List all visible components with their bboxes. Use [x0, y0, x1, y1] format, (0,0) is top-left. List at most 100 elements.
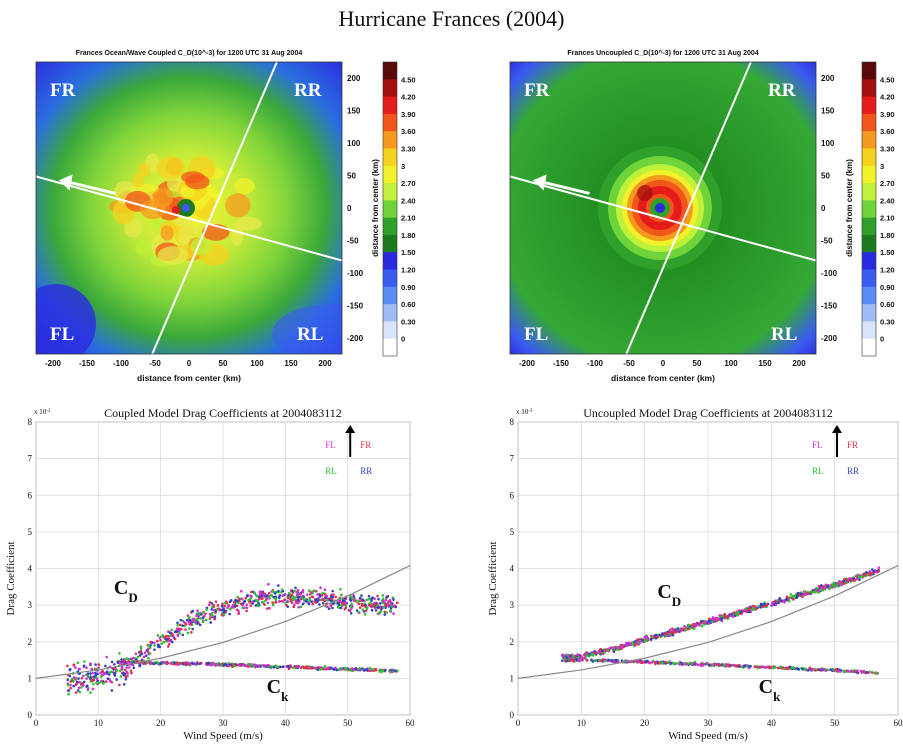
data-point: [385, 596, 388, 599]
data-point: [263, 593, 266, 597]
y-tick-label: 200: [821, 74, 835, 83]
data-point: [349, 669, 353, 672]
data-point: [396, 669, 399, 673]
data-point: [364, 603, 367, 607]
data-point: [113, 663, 116, 666]
data-point: [325, 598, 329, 602]
data-point: [822, 587, 825, 590]
data-point: [314, 589, 318, 593]
x-tick-label: 100: [250, 359, 264, 368]
data-point: [378, 611, 381, 614]
data-point: [788, 665, 792, 669]
data-point: [198, 623, 202, 627]
data-point: [661, 661, 664, 665]
colorbar-swatch: [383, 131, 397, 149]
data-point: [620, 646, 624, 649]
data-point: [177, 663, 180, 667]
data-point: [184, 628, 187, 631]
heatmap-ring: [654, 203, 665, 213]
data-point: [695, 662, 698, 666]
data-point: [292, 603, 296, 607]
data-point: [245, 609, 248, 613]
data-point: [123, 672, 127, 676]
data-point: [700, 624, 704, 628]
x-tick-label: 10: [577, 718, 587, 728]
data-point: [187, 627, 191, 630]
quadrant-label-fl: FL: [524, 324, 548, 345]
data-point: [229, 607, 232, 611]
data-point: [296, 601, 299, 605]
data-point: [167, 642, 171, 646]
data-point: [729, 664, 733, 667]
data-point: [629, 642, 632, 646]
data-point: [95, 681, 98, 684]
data-point: [285, 603, 288, 607]
data-point: [390, 605, 394, 608]
colorbar-swatch: [383, 304, 397, 322]
data-point: [158, 636, 162, 639]
data-point: [362, 669, 366, 672]
data-point: [836, 582, 840, 585]
data-point: [318, 593, 321, 596]
data-point: [78, 690, 82, 694]
data-point: [267, 582, 270, 586]
data-point: [368, 666, 372, 670]
data-point: [201, 610, 205, 614]
colorbar-swatch: [383, 200, 397, 219]
data-point: [104, 664, 107, 668]
data-point: [283, 592, 287, 596]
quadrant-label-rr: RR: [294, 80, 322, 101]
data-point: [236, 599, 239, 603]
data-point: [352, 668, 355, 671]
data-point: [138, 654, 142, 657]
data-point: [191, 609, 195, 613]
data-point: [173, 630, 177, 634]
data-point: [747, 610, 751, 614]
data-point: [690, 661, 694, 665]
data-point: [294, 599, 297, 602]
ck-subscript: k: [773, 689, 781, 704]
data-point: [730, 614, 733, 617]
data-point: [837, 669, 840, 673]
data-point: [89, 691, 92, 694]
data-point: [759, 665, 762, 669]
data-point: [368, 669, 372, 673]
x-tick-label: 50: [343, 718, 353, 728]
data-point: [115, 669, 119, 672]
y-tick-label: 0: [28, 710, 33, 720]
data-point: [91, 671, 94, 675]
data-point: [110, 689, 114, 692]
data-point: [291, 598, 295, 602]
data-point: [72, 680, 75, 683]
data-point: [124, 675, 128, 679]
data-point: [826, 585, 830, 589]
y-axis-label: Drag Coefficient: [5, 541, 17, 615]
data-point: [139, 647, 143, 650]
colorbar: 4.50 4.20 3.90 3.60 3.30 3 2.70 2.40 2.10 1.80 1.5…: [382, 61, 416, 357]
reference-curve: [517, 565, 899, 679]
data-point: [237, 611, 241, 615]
data-point: [748, 607, 751, 611]
x-tick-label: 60: [406, 718, 416, 728]
data-point: [96, 672, 99, 676]
data-point: [687, 623, 691, 627]
data-point: [359, 599, 363, 602]
heatmap-blob: [225, 193, 251, 218]
data-point: [718, 663, 722, 667]
data-point: [759, 602, 763, 606]
quadrant-label-fr: FR: [50, 80, 76, 101]
data-point: [89, 672, 92, 675]
data-point: [301, 589, 305, 592]
data-point: [348, 596, 352, 600]
data-point: [223, 604, 227, 608]
data-point: [727, 664, 731, 668]
motion-arrow-shaft: [540, 180, 590, 195]
data-point: [142, 655, 146, 659]
data-point: [184, 622, 188, 626]
data-point: [266, 664, 269, 667]
data-point: [323, 665, 327, 668]
data-point: [176, 634, 180, 638]
data-point: [370, 608, 374, 612]
data-point: [314, 601, 318, 604]
data-point: [170, 640, 174, 644]
